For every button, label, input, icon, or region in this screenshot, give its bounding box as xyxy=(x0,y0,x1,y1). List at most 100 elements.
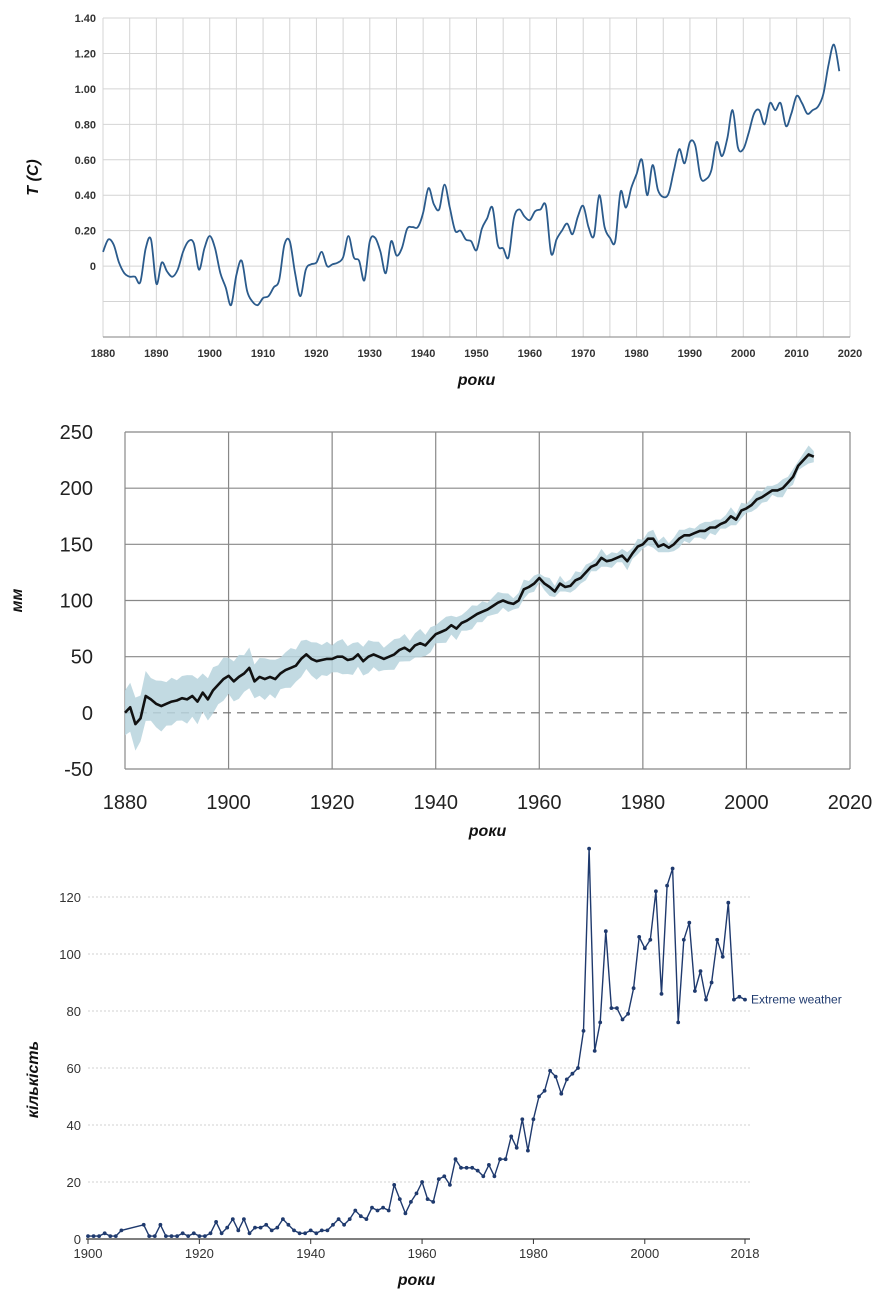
data-point xyxy=(743,997,747,1002)
data-point xyxy=(97,1234,101,1238)
temperature-chart-panel: 1880 1890 1900 1910 1920 1930 1940 1950 1960 1970… xyxy=(0,0,882,400)
data-point xyxy=(698,969,703,973)
data-point xyxy=(570,1071,575,1076)
data-point xyxy=(598,1020,603,1025)
x-tick-label: 1950 xyxy=(464,348,488,360)
data-point xyxy=(615,1006,619,1010)
data-point xyxy=(303,1231,307,1236)
data-point xyxy=(297,1231,302,1236)
y-tick-label: -50 xyxy=(64,759,93,781)
x-axis-title: роки xyxy=(457,372,496,389)
data-point xyxy=(603,929,608,934)
y-axis-title: кількість xyxy=(25,1041,42,1118)
data-point xyxy=(219,1231,224,1236)
data-point xyxy=(225,1225,230,1230)
x-tick-label: 2000 xyxy=(731,348,755,360)
data-point xyxy=(481,1174,486,1179)
x-tick-label: 1960 xyxy=(408,1246,437,1261)
y-tick-label: 0.40 xyxy=(75,190,96,202)
x-tick-label: 1960 xyxy=(517,792,562,814)
data-point xyxy=(275,1225,280,1230)
data-point xyxy=(286,1222,291,1227)
y-tick-label: 0 xyxy=(82,703,93,725)
x-tick-label: 1930 xyxy=(358,348,382,360)
data-point xyxy=(102,1231,107,1236)
data-point xyxy=(509,1134,514,1139)
extreme-weather-points xyxy=(86,846,747,1238)
x-tick-label: 1900 xyxy=(197,348,221,360)
data-point xyxy=(141,1222,146,1227)
data-point xyxy=(464,1165,469,1170)
series-label-extreme-weather: Extreme weather xyxy=(751,993,842,1007)
data-point xyxy=(670,866,675,871)
x-tick-label: 1890 xyxy=(144,348,168,360)
x-tick-label: 1980 xyxy=(621,792,666,814)
data-point xyxy=(247,1231,252,1236)
y-tick-label: 120 xyxy=(59,890,81,905)
sea-level-series-line xyxy=(124,453,815,726)
data-point xyxy=(492,1174,497,1179)
data-point xyxy=(693,989,697,993)
x-tick-label: 1940 xyxy=(296,1246,325,1261)
data-point xyxy=(113,1234,118,1238)
data-point xyxy=(425,1197,430,1201)
y-tick-label: 0.60 xyxy=(75,155,96,167)
data-point xyxy=(626,1011,630,1016)
x-tick-label: 1920 xyxy=(310,792,355,814)
data-point xyxy=(191,1231,196,1236)
y-tick-label: 0 xyxy=(74,1232,81,1247)
y-axis-title: мм xyxy=(9,589,26,613)
x-tick-label: 1920 xyxy=(185,1246,214,1261)
data-point xyxy=(531,1117,536,1122)
data-point xyxy=(86,1234,90,1238)
data-point xyxy=(381,1205,385,1210)
data-point xyxy=(676,1020,681,1025)
data-point xyxy=(587,846,591,851)
data-point xyxy=(637,935,642,939)
data-point xyxy=(186,1234,191,1238)
data-point xyxy=(386,1208,391,1213)
extreme-weather-chart-panel: 1900 1920 1940 1960 1980 2000 2018 120 100 80 60 40… xyxy=(0,840,882,1291)
y-tick-label: 1.40 xyxy=(75,13,96,25)
data-point xyxy=(91,1234,96,1238)
data-point xyxy=(620,1017,625,1022)
y-tick-label: 1.20 xyxy=(75,48,96,60)
x-tick-label: 1910 xyxy=(251,348,275,360)
data-point xyxy=(487,1163,491,1167)
data-point xyxy=(158,1222,163,1227)
x-tick-label: 1880 xyxy=(103,792,148,814)
data-point xyxy=(654,889,658,894)
data-point xyxy=(732,997,736,1002)
data-point xyxy=(169,1234,174,1238)
x-axis-title: роки xyxy=(397,1272,436,1289)
data-point xyxy=(325,1228,330,1233)
extreme-weather-series-line xyxy=(88,847,746,1237)
data-point xyxy=(152,1234,157,1238)
y-tick-label: 40 xyxy=(67,1118,81,1133)
data-point xyxy=(370,1205,374,1210)
data-point xyxy=(665,883,669,888)
data-point xyxy=(414,1191,419,1196)
y-tick-label: 80 xyxy=(67,1004,81,1019)
sea-level-chart-panel: 1880 1900 1920 1940 1960 1980 2000 2020 250 200 15… xyxy=(0,400,882,840)
y-axis-title: T (C) xyxy=(25,159,42,195)
data-point xyxy=(319,1228,324,1233)
data-point xyxy=(353,1208,358,1213)
data-point xyxy=(397,1197,402,1201)
data-point xyxy=(475,1168,480,1173)
data-point xyxy=(230,1217,235,1221)
data-point xyxy=(409,1200,413,1204)
x-tick-label: 1900 xyxy=(74,1246,103,1261)
data-point xyxy=(403,1211,408,1216)
y-tick-label: 50 xyxy=(71,647,93,669)
x-tick-label: 1900 xyxy=(206,792,251,814)
data-point xyxy=(175,1234,180,1238)
x-tick-label: 2010 xyxy=(784,348,808,360)
data-point xyxy=(459,1165,463,1170)
data-point xyxy=(470,1165,475,1170)
data-point xyxy=(592,1049,597,1053)
data-point xyxy=(358,1214,363,1219)
data-point xyxy=(520,1117,525,1122)
data-point xyxy=(526,1148,530,1153)
data-point xyxy=(253,1225,257,1230)
